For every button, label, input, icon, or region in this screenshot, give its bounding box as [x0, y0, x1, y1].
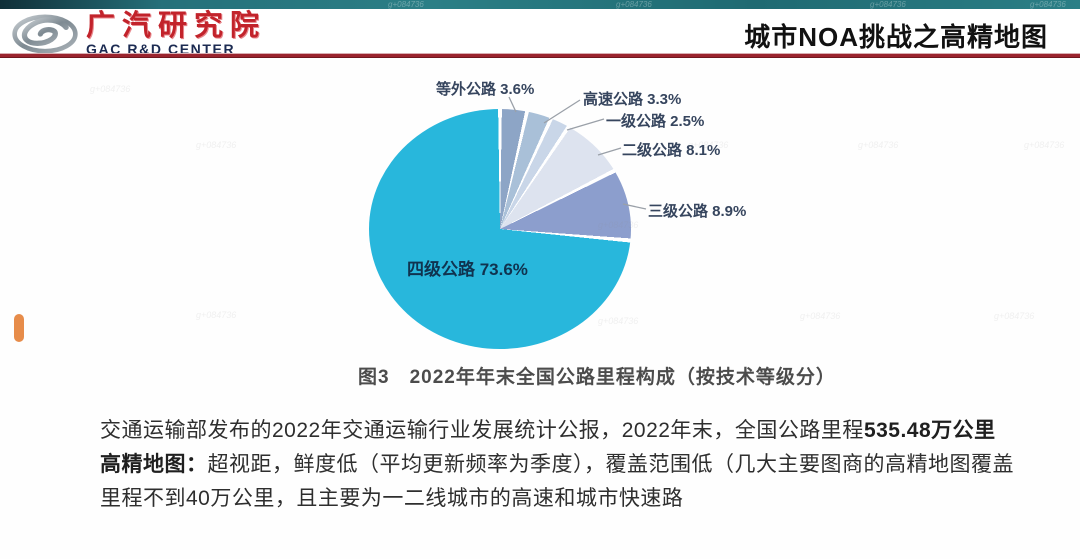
body-line-1-text: 交通运输部发布的2022年交通运输行业发展统计公报，2022年末，全国公路里程 [100, 419, 864, 442]
body-line-1-bold: 535.48万公里 [863, 419, 996, 442]
page-title: 城市NOA挑战之高精地图 [744, 22, 1048, 52]
pie-label-siji: 四级公路 73.6% [407, 260, 528, 279]
body-line-2-text: 超视距，鲜度低（平均更新频率为季度），覆盖范围低（几大主要图商的高精地图覆盖 [207, 453, 1014, 476]
logo-name-cn: 广汽研究院 [86, 10, 267, 42]
logo-text: 广汽研究院 GAC R&D CENTER [86, 10, 267, 57]
gac-emblem-icon [12, 14, 78, 54]
body-line-3: 里程不到40万公里，且主要为一二线城市的高速和城市快速路 [100, 487, 684, 510]
pie-label-dengwai: 等外公路 3.6% [436, 81, 535, 98]
logo-name-en: GAC R&D CENTER [86, 41, 236, 57]
body-line-1: 交通运输部发布的2022年交通运输行业发展统计公报，2022年末，全国公路里程5… [100, 419, 1010, 442]
body-text: 交通运输部发布的2022年交通运输行业发展统计公报，2022年末，全国公路里程5… [100, 419, 1014, 521]
body-line-2: 高精地图：超视距，鲜度低（平均更新频率为季度），覆盖范围低（几大主要图商的高精地… [100, 453, 1014, 476]
header: 广汽研究院 GAC R&D CENTER 城市NOA挑战之高精地图 [0, 9, 1080, 56]
pie-label-gaosu: 高速公路 3.3% [583, 91, 682, 108]
gac-logo: 广汽研究院 GAC R&D CENTER [12, 12, 266, 56]
pie-chart [369, 109, 631, 349]
pie-label-erji: 二级公路 8.1% [622, 142, 721, 159]
watermark: g+084736 [196, 140, 237, 150]
watermark: g+084736 [858, 140, 899, 150]
watermark: g+084736 [196, 310, 237, 320]
watermark: g+084736 [994, 311, 1035, 321]
top-accent-bar [0, 0, 1080, 9]
header-divider [0, 53, 1080, 58]
watermark: g+084736 [800, 311, 841, 321]
orange-highlight-marker [14, 314, 24, 342]
chart-caption: 图3 2022年年末全国公路里程构成（按技术等级分） [358, 367, 836, 388]
watermark: g+084736 [90, 84, 131, 94]
pie-label-sanji: 三级公路 8.9% [648, 203, 747, 220]
pie-label-yiji: 一级公路 2.5% [606, 113, 705, 130]
watermark: g+084736 [598, 316, 639, 326]
body-line-2-bold: 高精地图： [100, 453, 208, 476]
watermark: g+084736 [1024, 140, 1065, 150]
